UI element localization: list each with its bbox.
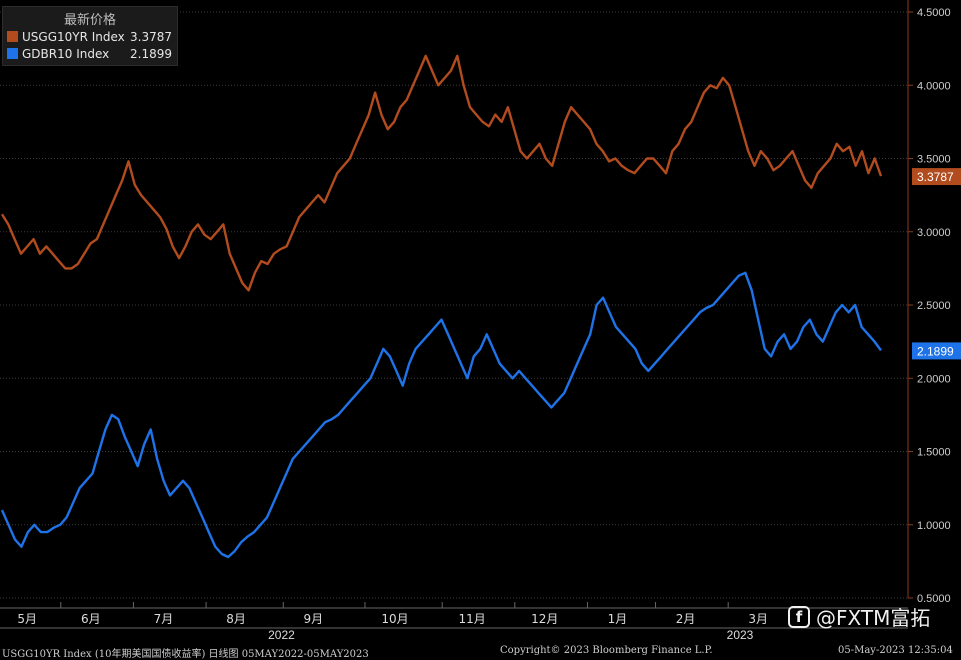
y-tick-label: 4.0000 (917, 80, 951, 92)
x-tick-label: 8月 (226, 612, 246, 626)
x-tick-label: 6月 (81, 612, 101, 626)
grid-lines (0, 11, 908, 599)
last-value-box (912, 168, 961, 186)
series-line-us10y (0, 54, 883, 292)
x-tick-label: 3月 (748, 612, 768, 626)
year-label: 2022 (268, 628, 295, 642)
y-tick-label: 3.5000 (917, 154, 951, 166)
series-layer (0, 54, 883, 559)
y-tick-label: 3.0000 (917, 227, 951, 239)
legend-label-de10y: GDBR10 Index (22, 46, 110, 61)
y-tick-label: 2.0000 (917, 373, 951, 385)
legend-value-us10y: 3.3787 (130, 29, 172, 44)
year-label: 2023 (727, 628, 754, 642)
last-value-label: 3.3787 (917, 170, 954, 184)
legend-item-de10y: GDBR10 Index 2.1899 (3, 45, 177, 62)
legend-value-de10y: 2.1899 (130, 46, 172, 61)
watermark: f @FXTM富拓 (788, 602, 930, 631)
axes: 4.5000 4.0000 3.5000 3.0000 2.5000 2.0000 1.50… (0, 0, 961, 642)
x-tick-label: 9月 (303, 612, 323, 626)
legend: 最新价格 USGG10YR Index 3.3787 GDBR10 Index … (2, 6, 178, 66)
y-tick-label: 0.5000 (917, 593, 951, 605)
y-tick-label: 1.0000 (917, 520, 951, 532)
x-tick-label: 11月 (459, 612, 486, 626)
legend-item-us10y: USGG10YR Index 3.3787 (3, 28, 177, 45)
footer-copyright: Copyright© 2023 Bloomberg Finance L.P. (500, 645, 713, 656)
footer: USGG10YR Index (10年期美国国债收益率) 日线图 05MAY20… (0, 642, 961, 660)
facebook-icon: f (788, 605, 810, 628)
x-tick-label: 10月 (381, 612, 408, 626)
y-tick-label: 4.5000 (917, 7, 951, 19)
last-value-box (912, 342, 961, 360)
watermark-text: @FXTM富拓 (816, 606, 931, 630)
footer-left: USGG10YR Index (10年期美国国债收益率) 日线图 05MAY20… (2, 649, 369, 660)
y-tick-label: 1.5000 (917, 447, 951, 459)
x-tick-label: 1月 (608, 612, 628, 626)
x-tick-label: 12月 (531, 612, 558, 626)
x-tick-label: 5月 (17, 612, 37, 626)
legend-title: 最新价格 (63, 13, 116, 28)
y-tick-label: 2.5000 (917, 300, 951, 312)
legend-swatch-de10y (7, 48, 18, 59)
last-value-tag-us10y: 3.3787 (912, 168, 961, 186)
footer-timestamp: 05-May-2023 12:35:04 (838, 645, 953, 656)
legend-swatch-us10y (7, 31, 18, 42)
x-tick-label: 7月 (154, 612, 174, 626)
series-line-de10y (0, 271, 882, 559)
x-tick-label: 2月 (676, 612, 696, 626)
legend-label-us10y: USGG10YR Index (22, 29, 125, 44)
last-value-tag-de10y: 2.1899 (912, 342, 961, 360)
last-value-label: 2.1899 (917, 344, 954, 358)
